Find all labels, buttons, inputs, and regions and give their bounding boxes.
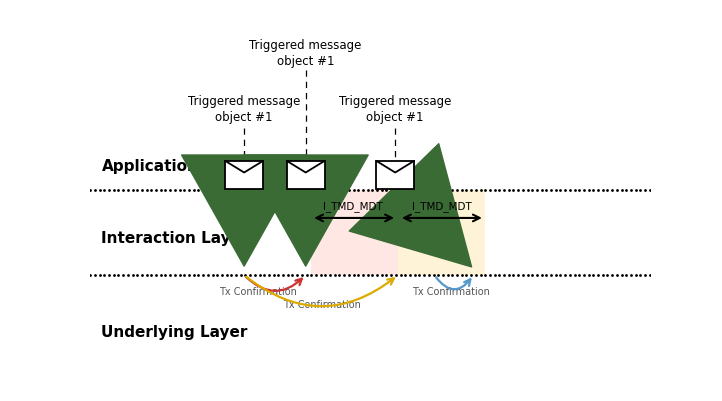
Text: Underlying Layer: Underlying Layer	[101, 325, 248, 340]
Bar	[287, 161, 325, 188]
Text: I_TMD_MDT: I_TMD_MDT	[323, 201, 383, 213]
Text: Application: Application	[101, 160, 199, 174]
Text: Tx Confirmation: Tx Confirmation	[219, 288, 297, 298]
Bar	[398, 190, 484, 275]
Bar	[225, 161, 263, 188]
Text: Triggered message
object #1: Triggered message object #1	[188, 95, 300, 124]
Text: Triggered message
object #1: Triggered message object #1	[250, 39, 362, 68]
Bar	[311, 190, 398, 275]
Text: Tx Request: Tx Request	[216, 211, 271, 221]
Text: Interaction Layer: Interaction Layer	[101, 231, 249, 245]
Bar	[376, 161, 414, 188]
Text: Tx Confirmation: Tx Confirmation	[284, 300, 362, 310]
Text: Triggered message
object #1: Triggered message object #1	[339, 95, 451, 124]
Text: I_TMD_MDT: I_TMD_MDT	[412, 201, 471, 213]
Text: Tx Request: Tx Request	[402, 230, 457, 240]
Text: Tx Confirmation: Tx Confirmation	[412, 288, 490, 298]
Text: Tx Request: Tx Request	[278, 211, 332, 221]
